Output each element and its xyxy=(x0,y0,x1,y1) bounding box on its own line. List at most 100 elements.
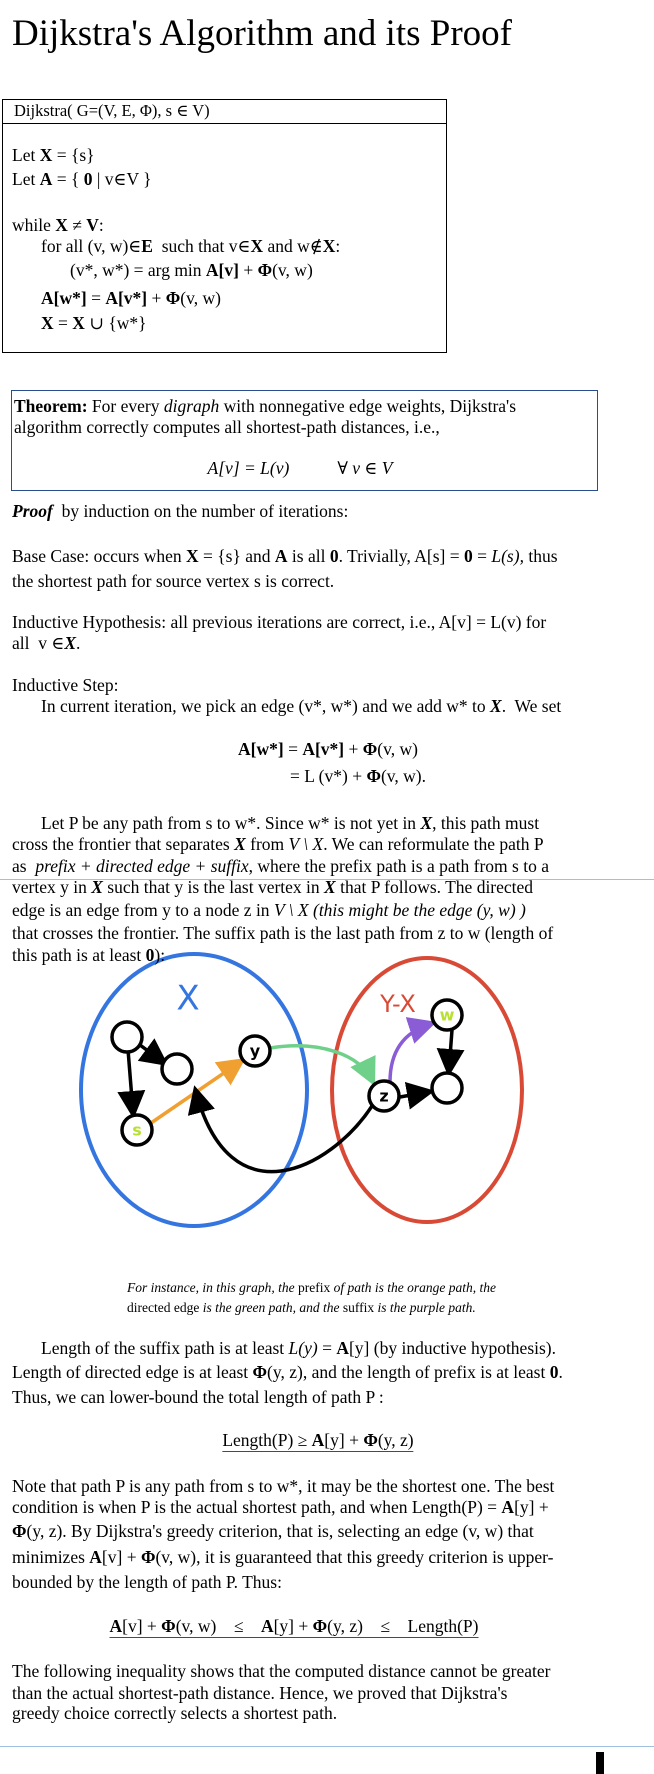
text-line: A[w*] = A[v*] + Φ(v, w) xyxy=(41,287,221,309)
text-line: for all (v, w)∈E such that v∈X and w∉X: xyxy=(41,235,340,257)
text-line: all v ∈X. xyxy=(12,632,80,654)
text-segment: . We set xyxy=(501,696,562,716)
text-line: Let P be any path from s to w*. Since w*… xyxy=(41,812,539,834)
text-segment: A xyxy=(336,1338,349,1358)
text-segment: Thus, we can lower-bound the total lengt… xyxy=(12,1387,384,1407)
text-line: Thus, we can lower-bound the total lengt… xyxy=(12,1386,384,1408)
text-line: Let X = {s} xyxy=(12,144,95,166)
text-line: that crosses the frontier. The suffix pa… xyxy=(12,922,553,944)
text-line: A[v] = L(v) ∀ v ∈ V xyxy=(208,457,393,479)
node xyxy=(238,1034,272,1068)
text-segment: 0 xyxy=(464,546,473,566)
text-line: than the actual shortest-path distance. … xyxy=(12,1682,507,1704)
text-segment: V \ X (this might be the edge (y, w) ) xyxy=(273,900,526,920)
text-line: Length of the suffix path is at least L(… xyxy=(41,1337,556,1359)
text-segment: A xyxy=(501,1497,515,1517)
text-segment: bounded by the length of path P. Thus: xyxy=(12,1572,282,1592)
text-segment: = xyxy=(283,739,303,759)
text-segment: X xyxy=(490,696,502,716)
text-segment: of path is the orange path, the xyxy=(330,1280,496,1295)
text-segment: Φ xyxy=(252,1362,268,1382)
text-segment: vertex y in xyxy=(12,877,92,897)
text-segment: . Trivially, A[s] = xyxy=(338,546,464,566)
text-segment: X xyxy=(250,236,264,256)
text-segment: A[v] = L(v) xyxy=(207,458,290,478)
text-segment: Inductive Step: xyxy=(12,675,119,695)
text-segment: (v, w) xyxy=(377,739,418,759)
text-segment: A[v*] xyxy=(105,288,148,308)
set-x xyxy=(79,952,309,1228)
text-line: as prefix + directed edge + suffix, wher… xyxy=(12,855,549,877)
text-segment: thus xyxy=(523,546,558,566)
text-segment: all v ∈ xyxy=(12,633,65,653)
text-segment: as xyxy=(12,856,36,876)
text-segment: = xyxy=(317,1338,337,1358)
text-segment: edge is an edge from y to a node z in xyxy=(12,900,274,920)
text-segment: X xyxy=(322,236,336,256)
text-segment: X xyxy=(324,877,336,897)
text-segment: such that v∈ xyxy=(152,236,251,256)
text-segment: [v] + xyxy=(101,1547,141,1567)
text-segment: is all xyxy=(287,546,330,566)
text-segment: 0 xyxy=(145,945,155,965)
text-segment: = xyxy=(86,288,106,308)
text-segment: : xyxy=(98,215,104,235)
text-segment: + xyxy=(344,739,363,759)
text-segment: A xyxy=(89,1547,102,1567)
text-segment: condition is when P is the actual shorte… xyxy=(12,1497,502,1517)
text-segment: [y] + xyxy=(273,1616,313,1636)
edge xyxy=(187,1085,374,1174)
text-segment: E xyxy=(141,236,153,256)
text-segment: 0 xyxy=(83,169,93,189)
text-segment: X xyxy=(91,877,103,897)
text-line: A[w*] = A[v*] + Φ(v, w) xyxy=(238,738,418,760)
cursor-mark xyxy=(596,1752,604,1774)
text-line: Inductive Hypothesis: all previous itera… xyxy=(12,611,546,633)
text-line: greedy choice correctly selects a shorte… xyxy=(12,1702,337,1724)
text-line: Theorem: For every digraph with nonnegat… xyxy=(14,395,516,417)
text-segment: [y] + xyxy=(514,1497,549,1517)
edge xyxy=(137,1038,169,1067)
text-segment: ∪ {w*} xyxy=(84,313,147,333)
text-segment: Length of the suffix path is at least xyxy=(41,1338,289,1358)
text-segment: Length(P) ≥ xyxy=(222,1430,312,1450)
text-segment: For instance, in this graph, the xyxy=(127,1280,298,1295)
text-segment: The following inequality shows that the … xyxy=(12,1661,551,1681)
node xyxy=(367,1079,401,1113)
text-line: = L (v*) + Φ(v, w). xyxy=(290,765,426,787)
text-segment: = {s} xyxy=(52,145,95,165)
text-segment: Φ xyxy=(12,1521,27,1541)
text-segment: that crosses the frontier. The suffix pa… xyxy=(12,923,554,943)
text-segment: greedy choice correctly selects a shorte… xyxy=(12,1703,338,1723)
algorithm-header xyxy=(2,99,447,124)
text-line: this path is at least 0): xyxy=(12,944,165,966)
node-label: y xyxy=(250,1042,261,1061)
text-segment: . We can reformulate the path P xyxy=(323,834,544,854)
text-segment: Φ xyxy=(363,1430,378,1450)
text-segment: (y, z) ≤ Length(P) xyxy=(327,1616,479,1636)
text-line: Length(P) ≥ A[y] + Φ(y, z) xyxy=(222,1429,414,1452)
text-line: X = X ∪ {w*} xyxy=(41,312,147,334)
text-segment: Let xyxy=(12,169,40,189)
text-segment: minimizes xyxy=(12,1547,90,1567)
text-line: Proof by induction on the number of iter… xyxy=(12,500,348,522)
text-segment: A[v*] xyxy=(302,739,345,759)
text-line: while X ≠ V: xyxy=(12,214,104,236)
text-segment: (y, z) xyxy=(377,1430,414,1450)
text-segment: Φ xyxy=(161,1616,176,1636)
node xyxy=(110,1020,144,1054)
text-segment: + xyxy=(238,260,258,280)
text-segment: (v*, w*) = arg min xyxy=(70,260,206,280)
text-segment: Φ xyxy=(366,766,381,786)
node xyxy=(430,1071,464,1105)
text-segment: [y] + xyxy=(324,1430,364,1450)
text-segment: L(y) xyxy=(288,1338,318,1358)
text-segment: digraph xyxy=(163,396,220,416)
page-break xyxy=(0,879,654,880)
text-line: Inductive Step: xyxy=(12,674,118,696)
text-segment: For every xyxy=(87,396,164,416)
text-line: Φ(y, z). By Dijkstra's greedy criterion,… xyxy=(12,1520,534,1542)
text-line: Base Case: occurs when X = {s} and A is … xyxy=(12,545,558,567)
edge xyxy=(436,1029,465,1077)
text-segment: = { xyxy=(52,169,84,189)
